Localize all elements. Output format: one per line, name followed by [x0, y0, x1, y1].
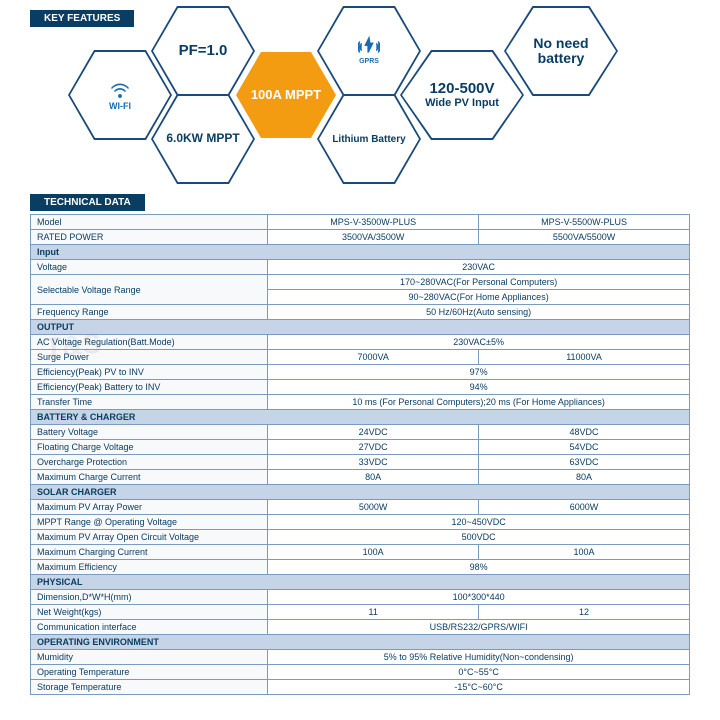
section-input: Input [31, 245, 690, 260]
row-val2: MPS-V-5500W-PLUS [479, 215, 690, 230]
hex-wifi-label: WI-FI [109, 102, 131, 112]
row-val1: MPS-V-3500W-PLUS [268, 215, 479, 230]
key-features-header: KEY FEATURES [30, 10, 134, 27]
section-env: OPERATING ENVIRONMENT [31, 635, 690, 650]
row-label: Model [31, 215, 268, 230]
gprs-icon [358, 36, 380, 58]
technical-data-header: TECHNICAL DATA [30, 194, 145, 211]
hex-diagram: WI-FI PF=1.0 6.0KW MPPT 100A MPPT GPRS L… [30, 30, 690, 170]
hex-battery: No need battery [506, 8, 616, 94]
section-battery: BATTERY & CHARGER [31, 410, 690, 425]
hex-pv-range: 120-500V [429, 81, 494, 98]
section-physical: PHYSICAL [31, 575, 690, 590]
section-solar: SOLAR CHARGER [31, 485, 690, 500]
spec-table: ModelMPS-V-3500W-PLUSMPS-V-5500W-PLUS RA… [30, 214, 690, 695]
hex-gprs-label: GPRS [359, 58, 379, 66]
section-output: OUTPUT [31, 320, 690, 335]
hex-pv-label: Wide PV Input [425, 97, 499, 109]
wifi-icon [108, 78, 132, 102]
